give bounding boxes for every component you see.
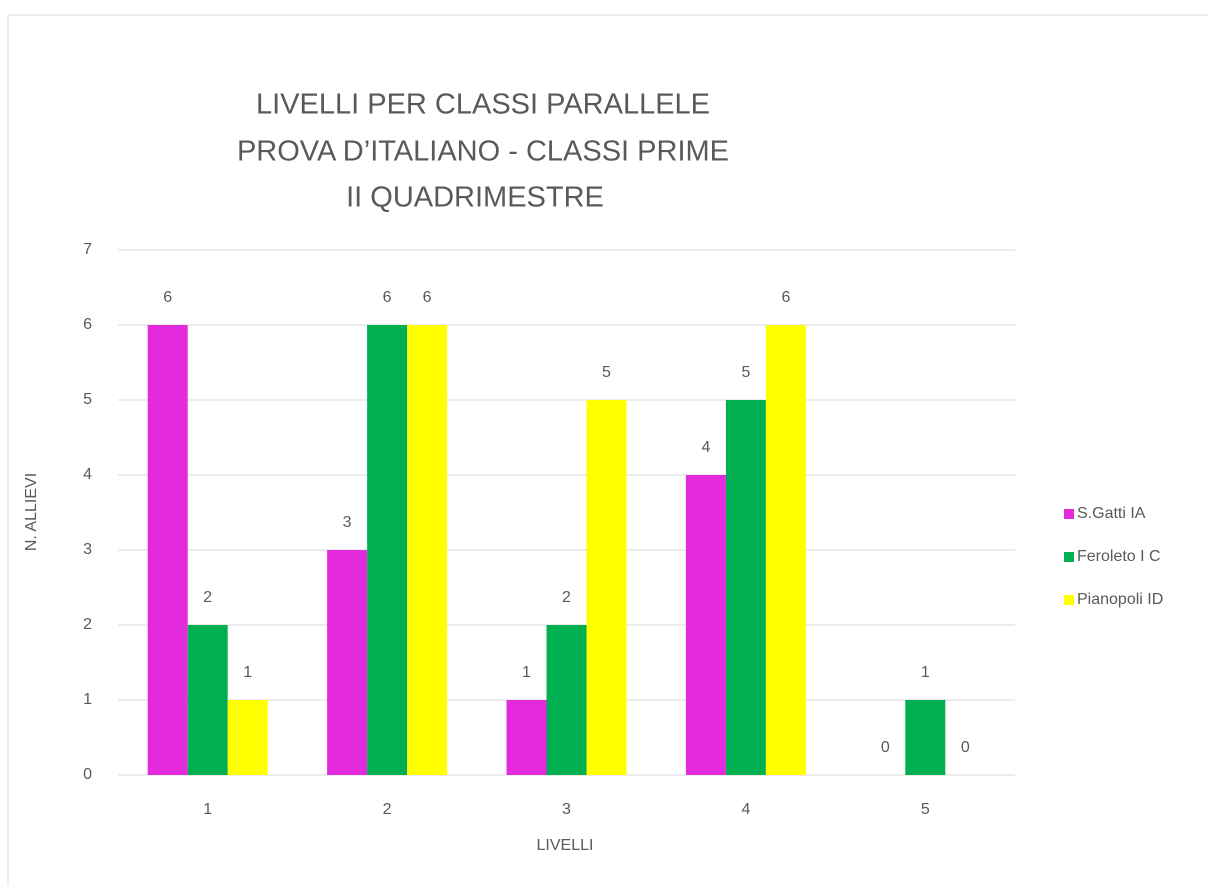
data-label: 1 bbox=[243, 664, 252, 681]
legend-label: S.Gatti IA bbox=[1077, 505, 1146, 522]
data-label: 2 bbox=[203, 589, 212, 606]
x-axis-label: LIVELLI bbox=[537, 837, 594, 854]
x-tick-label: 3 bbox=[562, 801, 571, 818]
bar bbox=[327, 550, 368, 775]
y-tick-label: 5 bbox=[83, 391, 92, 408]
data-label: 3 bbox=[343, 514, 352, 531]
bar bbox=[765, 325, 806, 775]
chart-title: LIVELLI PER CLASSI PARALLELE bbox=[256, 89, 710, 121]
bar bbox=[586, 400, 627, 775]
legend-swatch bbox=[1064, 509, 1074, 519]
chart-title: II QUADRIMESTRE bbox=[346, 182, 604, 214]
data-label: 6 bbox=[383, 289, 392, 306]
data-label: 6 bbox=[781, 289, 790, 306]
bar bbox=[227, 700, 268, 775]
chart-title: PROVA D’ITALIANO - CLASSI PRIME bbox=[237, 136, 729, 168]
bar bbox=[407, 325, 448, 775]
x-tick-label: 4 bbox=[741, 801, 750, 818]
x-tick-label: 5 bbox=[921, 801, 930, 818]
y-tick-label: 2 bbox=[83, 616, 92, 633]
bar bbox=[147, 325, 188, 775]
bar bbox=[187, 625, 228, 775]
legend-label: Pianopoli ID bbox=[1077, 591, 1163, 608]
data-label: 1 bbox=[522, 664, 531, 681]
y-tick-label: 6 bbox=[83, 316, 92, 333]
y-tick-label: 7 bbox=[83, 241, 92, 258]
y-tick-label: 0 bbox=[83, 766, 92, 783]
legend-swatch bbox=[1064, 595, 1074, 605]
x-tick-label: 1 bbox=[203, 801, 212, 818]
bar bbox=[725, 400, 766, 775]
x-tick-label: 2 bbox=[383, 801, 392, 818]
bar bbox=[546, 625, 587, 775]
y-tick-label: 4 bbox=[83, 466, 92, 483]
y-tick-label: 1 bbox=[83, 691, 92, 708]
data-label: 1 bbox=[921, 664, 930, 681]
data-label: 5 bbox=[602, 364, 611, 381]
legend-swatch bbox=[1064, 552, 1074, 562]
data-label: 6 bbox=[163, 289, 172, 306]
data-label: 0 bbox=[881, 739, 890, 756]
data-label: 4 bbox=[701, 439, 710, 456]
bar bbox=[506, 700, 547, 775]
legend-label: Feroleto I C bbox=[1077, 548, 1161, 565]
data-label: 5 bbox=[741, 364, 750, 381]
y-tick-label: 3 bbox=[83, 541, 92, 558]
data-label: 2 bbox=[562, 589, 571, 606]
bar bbox=[905, 700, 946, 775]
y-axis-label: N. ALLIEVI bbox=[23, 473, 40, 551]
bar bbox=[685, 475, 726, 775]
data-label: 0 bbox=[961, 739, 970, 756]
data-label: 6 bbox=[423, 289, 432, 306]
bar bbox=[367, 325, 408, 775]
